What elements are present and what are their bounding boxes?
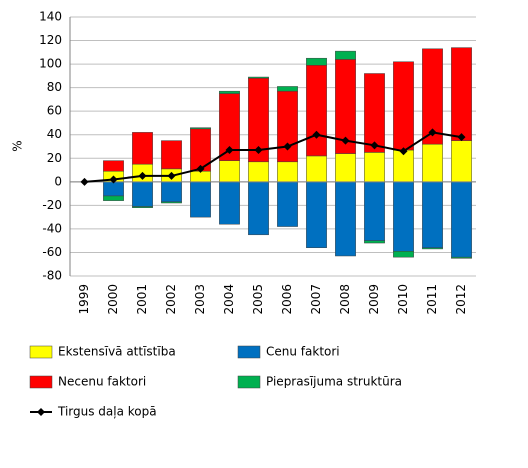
- legend-swatch: [237, 345, 261, 359]
- bar-segment: [219, 160, 240, 183]
- y-tick-label: -80: [42, 269, 62, 283]
- bar-segment: [161, 140, 182, 170]
- line-marker: [428, 128, 437, 137]
- x-tick-label: 2010: [396, 284, 410, 315]
- legend-marker: [37, 408, 45, 416]
- legend-label: Pieprasījuma struktūra: [266, 375, 402, 389]
- bar-segment: [422, 143, 443, 183]
- bar-segment: [364, 181, 385, 241]
- bar-segment: [422, 247, 443, 250]
- y-tick-label: -60: [42, 245, 62, 259]
- x-tick-label: 2005: [251, 284, 265, 315]
- y-tick-label: 60: [47, 104, 62, 118]
- x-tick-label: 1999: [77, 284, 91, 315]
- legend-swatch: [29, 375, 53, 389]
- bar-segment: [335, 50, 356, 60]
- bar-segment: [219, 181, 240, 225]
- y-tick-label: 120: [39, 33, 62, 47]
- line-marker: [167, 171, 176, 180]
- bar-segment: [219, 90, 240, 94]
- line-marker: [196, 164, 205, 173]
- bar-segment: [248, 161, 269, 183]
- bar-segment: [190, 181, 211, 218]
- legend-swatch: [237, 375, 261, 389]
- x-tick-label: 2007: [309, 284, 323, 315]
- bar-segment: [306, 65, 327, 157]
- bar-segment: [364, 73, 385, 153]
- bar-segment: [422, 48, 443, 145]
- line-marker: [312, 130, 321, 139]
- bar-segment: [393, 181, 414, 252]
- x-tick-label: 2004: [222, 284, 236, 315]
- bar-segment: [364, 240, 385, 244]
- y-tick-label: 100: [39, 57, 62, 71]
- bar-segment: [277, 161, 298, 183]
- x-tick-label: 2002: [164, 284, 178, 315]
- y-tick-label: 40: [47, 127, 62, 141]
- bar-segment: [103, 160, 124, 172]
- bar-segment: [451, 140, 472, 183]
- line-marker: [457, 133, 466, 142]
- bar-segment: [277, 181, 298, 227]
- bar-segment: [306, 155, 327, 183]
- bar-segment: [393, 251, 414, 258]
- line-marker: [254, 146, 263, 155]
- y-tick-label: -40: [42, 221, 62, 235]
- legend-label: Cenu faktori: [266, 345, 340, 359]
- bar-segment: [161, 181, 182, 203]
- bar-segment: [364, 152, 385, 183]
- bar-segment: [248, 181, 269, 236]
- y-tick-label: 0: [54, 174, 62, 188]
- line-marker: [283, 142, 292, 151]
- bar-segment: [277, 86, 298, 92]
- y-tick-label: 140: [39, 10, 62, 24]
- legend-label: Necenu faktori: [58, 375, 146, 389]
- x-tick-label: 2012: [454, 284, 468, 315]
- y-tick-label: 20: [47, 151, 62, 165]
- legend-swatch: [29, 345, 53, 359]
- x-tick-label: 2003: [193, 284, 207, 315]
- bar-segment: [103, 181, 124, 197]
- line-marker: [399, 147, 408, 156]
- bar-segment: [393, 61, 414, 151]
- y-tick-label: 80: [47, 80, 62, 94]
- bar-segment: [451, 181, 472, 258]
- y-tick-label: -20: [42, 198, 62, 212]
- line-marker: [370, 141, 379, 150]
- bar-segment: [335, 153, 356, 183]
- legend-label: Ekstensīvā attīstība: [58, 345, 176, 359]
- line-marker: [138, 171, 147, 180]
- bar-segment: [248, 76, 269, 79]
- x-tick-label: 2000: [106, 284, 120, 315]
- legend-label: Tirgus daļa kopā: [57, 405, 157, 419]
- x-tick-label: 2006: [280, 284, 294, 315]
- bar-segment: [190, 127, 211, 130]
- line: [84, 131, 462, 183]
- line-marker: [80, 177, 89, 186]
- bar-segment: [103, 195, 124, 201]
- bar-segment: [306, 181, 327, 248]
- x-tick-label: 2009: [367, 284, 381, 315]
- bar-segment: [451, 256, 472, 259]
- bar-segment: [277, 90, 298, 163]
- bar-segment: [422, 181, 443, 248]
- bar-segment: [451, 47, 472, 141]
- x-tick-label: 2001: [135, 284, 149, 315]
- bar-segment: [335, 181, 356, 257]
- bar-segment: [306, 57, 327, 66]
- bar-segment: [132, 181, 153, 207]
- line-marker: [225, 146, 234, 155]
- y-axis-label: %: [11, 140, 25, 151]
- bar-segment: [132, 132, 153, 165]
- bar-segment: [132, 206, 153, 208]
- line-marker: [109, 175, 118, 184]
- x-tick-label: 2011: [425, 284, 439, 315]
- x-tick-label: 2008: [338, 284, 352, 315]
- line-marker: [341, 136, 350, 145]
- bar-segment: [161, 201, 182, 204]
